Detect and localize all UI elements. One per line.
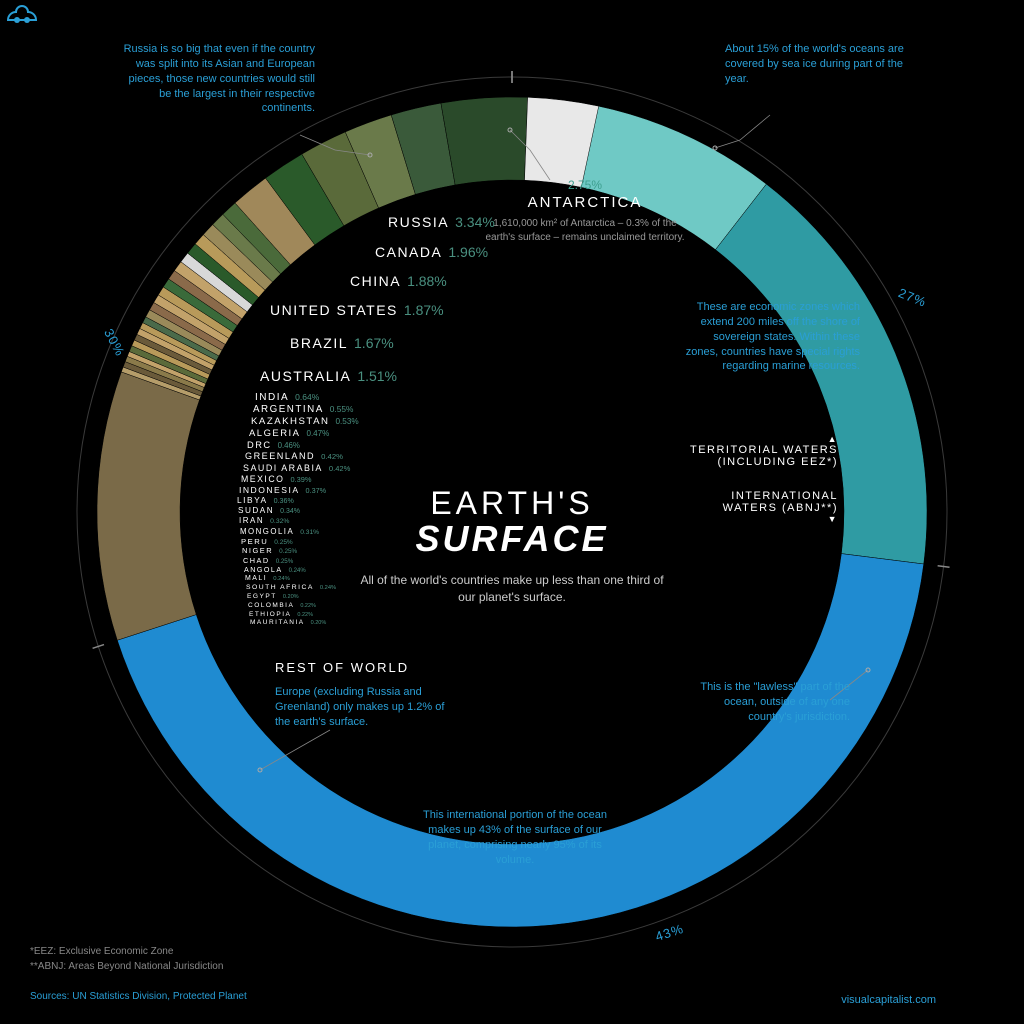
country-label-sudan: SUDAN0.34% — [238, 506, 300, 515]
annotation-russia: Russia is so big that even if the countr… — [115, 42, 315, 116]
title-line-2: SURFACE — [352, 518, 672, 560]
title-line-1: EARTH'S — [352, 485, 672, 522]
country-label-angola: ANGOLA0.24% — [244, 566, 306, 574]
country-label-south-africa: SOUTH AFRICA0.24% — [246, 584, 336, 591]
country-label-libya: LIBYA0.36% — [237, 495, 294, 505]
country-label-chad: CHAD0.25% — [243, 556, 293, 565]
country-label-niger: NIGER0.25% — [242, 546, 297, 555]
annotation-eez: These are economic zones which extend 20… — [680, 300, 860, 374]
country-label-colombia: COLOMBIA0.22% — [248, 602, 316, 609]
country-label-canada: CANADA1.96% — [375, 244, 488, 260]
annotation-intl_portion: This international portion of the ocean … — [420, 808, 610, 867]
country-label-india: INDIA0.64% — [255, 392, 319, 403]
brand-url: visualcapitalist.com — [841, 994, 936, 1006]
footnotes: *EEZ: Exclusive Economic Zone **ABNJ: Ar… — [30, 944, 223, 974]
country-label-russia: RUSSIA3.34% — [388, 214, 495, 230]
country-label-brazil: BRAZIL1.67% — [290, 335, 394, 351]
annotation-europe: Europe (excluding Russia and Greenland) … — [275, 685, 450, 730]
arrow-up-icon: ▲ — [690, 434, 838, 444]
country-label-argentina: ARGENTINA0.55% — [253, 404, 353, 415]
segment-rest-of-world — [97, 372, 199, 640]
territorial-waters-label: ▲ TERRITORIAL WATERS (INCLUDING EEZ*) — [690, 434, 838, 468]
country-label-china: CHINA1.88% — [350, 273, 447, 289]
country-label-drc: DRC0.46% — [247, 440, 300, 450]
antarctica-desc: 1,610,000 km² of Antarctica – 0.3% of th… — [480, 217, 690, 244]
country-label-greenland: GREENLAND0.42% — [245, 451, 343, 461]
annotation-lawless: This is the "lawless" part of the ocean,… — [680, 680, 850, 725]
country-label-mauritania: MAURITANIA0.20% — [250, 619, 326, 626]
country-label-australia: AUSTRALIA1.51% — [260, 368, 397, 384]
brand-logo-icon — [0, 0, 44, 30]
country-label-mali: MALI0.24% — [245, 575, 290, 582]
country-label-algeria: ALGERIA0.47% — [249, 428, 329, 439]
antarctica-name: ANTARCTICA — [480, 194, 690, 211]
country-label-peru: PERU0.25% — [241, 537, 293, 546]
country-label-egypt: EGYPT0.20% — [247, 593, 299, 600]
arrow-down-icon: ▼ — [723, 514, 838, 524]
country-label-iran: IRAN0.32% — [239, 516, 289, 525]
country-label-saudi-arabia: SAUDI ARABIA0.42% — [243, 463, 350, 473]
antarctica-pct: 2.75% — [480, 178, 690, 192]
antarctica-callout: 2.75% ANTARCTICA 1,610,000 km² of Antarc… — [480, 178, 690, 244]
country-label-kazakhstan: KAZAKHSTAN0.53% — [251, 416, 359, 427]
annotation-sea_ice: About 15% of the world's oceans are cove… — [725, 42, 925, 87]
source-line: Sources: UN Statistics Division, Protect… — [30, 991, 247, 1002]
country-label-indonesia: INDONESIA0.37% — [239, 485, 326, 495]
international-waters-label: INTERNATIONAL WATERS (ABNJ**) ▼ — [723, 490, 838, 524]
chart-title: EARTH'S SURFACE All of the world's count… — [352, 485, 672, 606]
country-label-ethiopia: ETHIOPIA0.22% — [249, 611, 313, 618]
segment-russia — [441, 97, 528, 185]
country-label-united-states: UNITED STATES1.87% — [270, 302, 444, 318]
country-label-mexico: MEXICO0.39% — [241, 474, 311, 484]
rest-of-world-label: REST OF WORLD — [275, 660, 409, 675]
segment-international-waters — [117, 554, 923, 927]
title-subtitle: All of the world's countries make up les… — [352, 572, 672, 606]
country-label-mongolia: MONGOLIA0.31% — [240, 527, 319, 536]
